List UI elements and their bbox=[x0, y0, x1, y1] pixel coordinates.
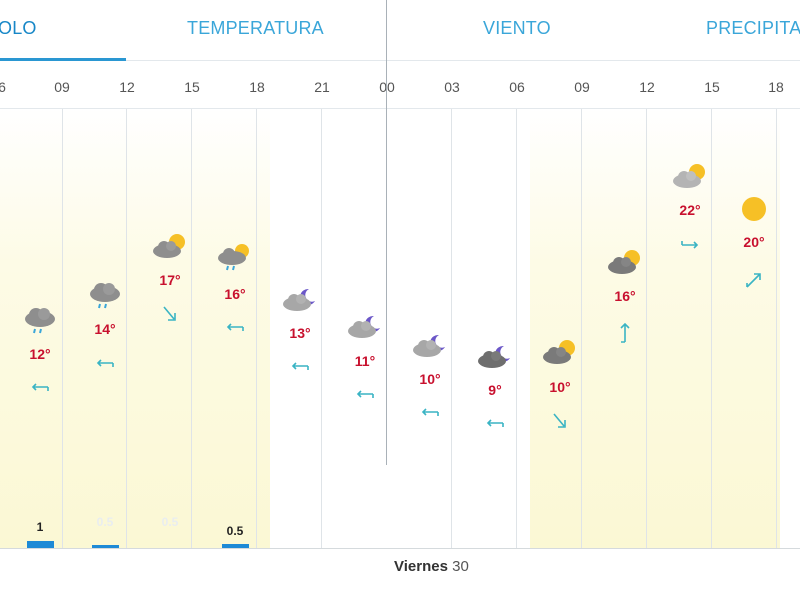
gridline bbox=[126, 109, 127, 549]
rain-cloud-icon bbox=[20, 305, 60, 335]
partly-cloudy-day-icon bbox=[670, 162, 710, 192]
partly-cloudy-day-icon bbox=[540, 338, 580, 368]
midnight-divider bbox=[386, 0, 387, 465]
active-tab-indicator bbox=[0, 58, 126, 61]
partly-cloudy-night-icon bbox=[475, 342, 515, 372]
gridline bbox=[581, 109, 582, 549]
temperature-label: 10° bbox=[549, 379, 571, 395]
partly-cloudy-day-icon bbox=[605, 248, 645, 278]
partly-cloudy-day-icon bbox=[150, 232, 190, 262]
wind-arrow-west-icon bbox=[93, 353, 117, 377]
tab-temperatura[interactable]: TEMPERATURA bbox=[187, 18, 324, 38]
gridline bbox=[191, 109, 192, 549]
tab-viento[interactable]: VIENTO bbox=[483, 18, 551, 38]
hour-label: 06 bbox=[509, 79, 525, 95]
rain-amount-label: 0.5 bbox=[161, 515, 179, 529]
wind-arrow-west-icon bbox=[418, 402, 442, 426]
rain-bar bbox=[92, 545, 119, 548]
temperature-label: 13° bbox=[289, 325, 311, 341]
temperature-label: 22° bbox=[679, 202, 701, 218]
rain-amount-label: 1 bbox=[36, 520, 44, 534]
hour-label: 15 bbox=[184, 79, 200, 95]
wind-arrow-south-east-icon bbox=[158, 303, 182, 327]
temperature-label: 11° bbox=[354, 353, 376, 369]
gridline bbox=[776, 109, 777, 549]
hour-label: 09 bbox=[54, 79, 70, 95]
tab-solo[interactable]: OLO bbox=[0, 18, 37, 38]
gridline bbox=[62, 109, 63, 549]
partly-cloudy-night-icon bbox=[280, 285, 320, 315]
baseline bbox=[0, 548, 800, 549]
hour-label: 18 bbox=[249, 79, 265, 95]
partly-cloudy-rain-icon bbox=[215, 242, 255, 272]
wind-arrow-north-icon bbox=[613, 320, 637, 344]
wind-arrow-north-east-icon bbox=[742, 268, 766, 292]
daylight-band bbox=[530, 109, 780, 549]
forecast-tabs: OLO TEMPERATURA VIENTO PRECIPITA bbox=[0, 0, 800, 61]
wind-arrow-west-icon bbox=[353, 384, 377, 408]
rain-bar bbox=[27, 541, 54, 548]
rain-bar bbox=[222, 544, 249, 548]
day-number: 30 bbox=[452, 558, 469, 575]
temperature-label: 16° bbox=[614, 288, 636, 304]
wind-arrow-west-icon bbox=[288, 356, 312, 380]
hour-label: 03 bbox=[444, 79, 460, 95]
temperature-label: 17° bbox=[159, 272, 181, 288]
hour-label: 15 bbox=[704, 79, 720, 95]
wind-arrow-east-icon bbox=[678, 233, 702, 257]
hour-label: 18 bbox=[768, 79, 784, 95]
rain-cloud-icon bbox=[85, 280, 125, 310]
day-label: Viernes 30 bbox=[394, 558, 469, 575]
hour-label: 00 bbox=[367, 79, 407, 95]
partly-cloudy-night-icon bbox=[345, 312, 385, 342]
hour-label: 09 bbox=[574, 79, 590, 95]
wind-arrow-south-east-icon bbox=[548, 410, 572, 434]
gridline bbox=[646, 109, 647, 549]
gridline bbox=[711, 109, 712, 549]
tab-precipitacion[interactable]: PRECIPITA bbox=[706, 18, 800, 38]
gridline bbox=[516, 109, 517, 549]
partly-cloudy-night-icon bbox=[410, 331, 450, 361]
daylight-band bbox=[0, 109, 270, 549]
hour-label: 12 bbox=[639, 79, 655, 95]
temperature-label: 10° bbox=[419, 371, 441, 387]
hour-label: 12 bbox=[119, 79, 135, 95]
rain-amount-label: 0.5 bbox=[226, 524, 244, 538]
wind-arrow-west-icon bbox=[223, 317, 247, 341]
wind-arrow-west-icon bbox=[28, 377, 52, 401]
temperature-label: 9° bbox=[488, 382, 502, 398]
wind-arrow-west-icon bbox=[483, 413, 507, 437]
hour-label: 6 bbox=[0, 79, 6, 95]
gridline bbox=[256, 109, 257, 549]
temperature-label: 14° bbox=[94, 321, 116, 337]
temperature-label: 16° bbox=[224, 286, 246, 302]
sun-icon bbox=[734, 194, 774, 224]
hour-axis: 6 09 12 15 18 21 00 03 06 09 12 15 18 bbox=[0, 62, 800, 109]
forecast-chart bbox=[0, 109, 800, 549]
gridline bbox=[321, 109, 322, 549]
temperature-label: 20° bbox=[743, 234, 765, 250]
day-weekday: Viernes bbox=[394, 558, 448, 575]
hour-label: 21 bbox=[314, 79, 330, 95]
rain-amount-label: 0.5 bbox=[96, 515, 114, 529]
gridline bbox=[451, 109, 452, 549]
temperature-label: 12° bbox=[29, 346, 51, 362]
